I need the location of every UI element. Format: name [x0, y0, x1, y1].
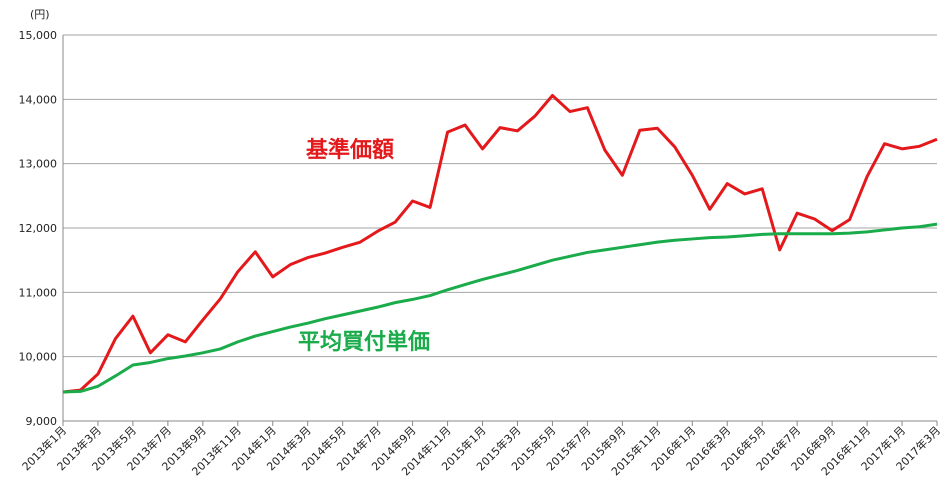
series-line [62, 222, 938, 394]
y-tick-label: 14,000 [19, 93, 58, 106]
y-tick-label: 11,000 [19, 286, 58, 299]
y-tick-label: 12,000 [19, 222, 58, 235]
series-label: 平均買付単価 [298, 329, 430, 355]
y-tick-label: 9,000 [26, 415, 58, 428]
y-tick-label: 13,000 [19, 158, 58, 171]
y-tick-label: 10,000 [19, 351, 58, 364]
series-label: 基準価額 [306, 137, 394, 163]
y-axis-label: (円) [30, 8, 50, 21]
series-line [62, 93, 938, 394]
y-tick-label: 15,000 [19, 29, 58, 42]
